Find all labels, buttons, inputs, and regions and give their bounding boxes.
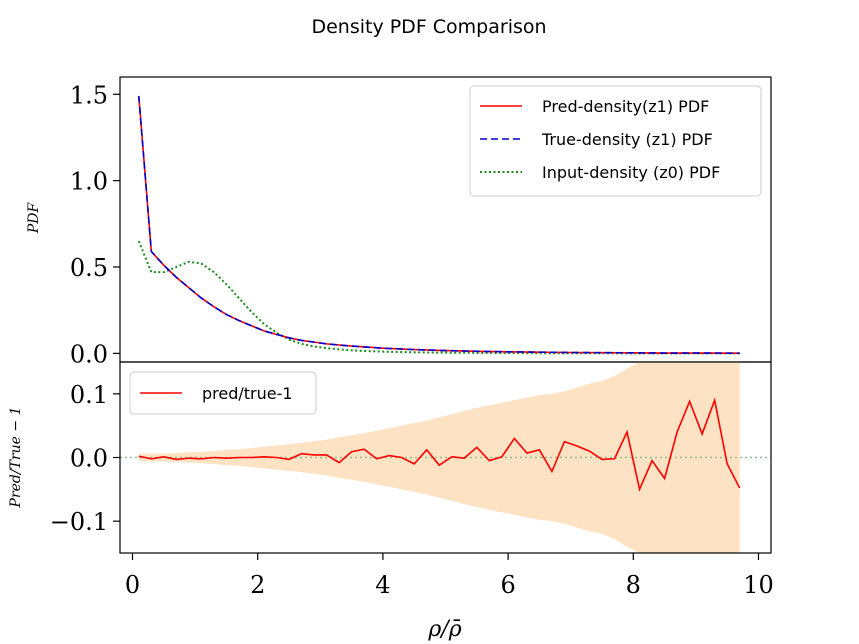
top-legend: Pred-density(z1) PDF True-density (z1) PD… — [469, 85, 762, 197]
bottom-y-tick-label: 0.0 — [70, 445, 108, 473]
top-y-tick-label: 0.5 — [70, 254, 108, 282]
top-y-tick-label: 1.0 — [70, 168, 108, 196]
x-tick-label: 10 — [743, 571, 774, 599]
x-tick-label: 4 — [375, 571, 390, 599]
bottom-y-tick-label: 0.1 — [70, 381, 108, 409]
x-tick-label: 6 — [500, 571, 515, 599]
legend-entry: True-density (z1) PDF — [541, 130, 713, 149]
x-axis-label: ρ/ρ̄ — [427, 617, 461, 642]
top-y-tick-label: 1.5 — [70, 81, 108, 109]
top-legend-box — [469, 85, 762, 197]
bottom-legend: pred/true-1 — [129, 371, 317, 415]
series-line-ratio — [138, 397, 741, 492]
x-tick-label: 0 — [125, 571, 140, 599]
legend-entry: Pred-density(z1) PDF — [542, 97, 709, 116]
top-y-tick-label: 0.0 — [70, 340, 108, 368]
chart-title: Density PDF Comparison — [311, 16, 546, 38]
series-line-input — [137, 240, 740, 355]
top-panel: 0.0 0.5 1.0 1.5 Pred-density(z1) PDF True-den… — [70, 76, 772, 368]
x-tick-label: 2 — [250, 571, 265, 599]
bottom-y-tick-label: −0.1 — [50, 508, 108, 536]
legend-entry: pred/true-1 — [202, 384, 293, 403]
legend-entry: Input-density (z0) PDF — [542, 163, 720, 182]
uncertainty-band — [138, 362, 740, 553]
bottom-legend-box — [129, 371, 317, 415]
x-tick-label: 8 — [626, 571, 641, 599]
bottom-panel: −0.1 0.0 0.1 0 2 4 6 8 10 pred/true-1 — [50, 361, 774, 599]
series-line-true — [137, 95, 740, 354]
bottom-y-axis-label: Pred/True − 1 — [8, 407, 24, 509]
top-y-axis-label: PDF — [26, 202, 42, 235]
